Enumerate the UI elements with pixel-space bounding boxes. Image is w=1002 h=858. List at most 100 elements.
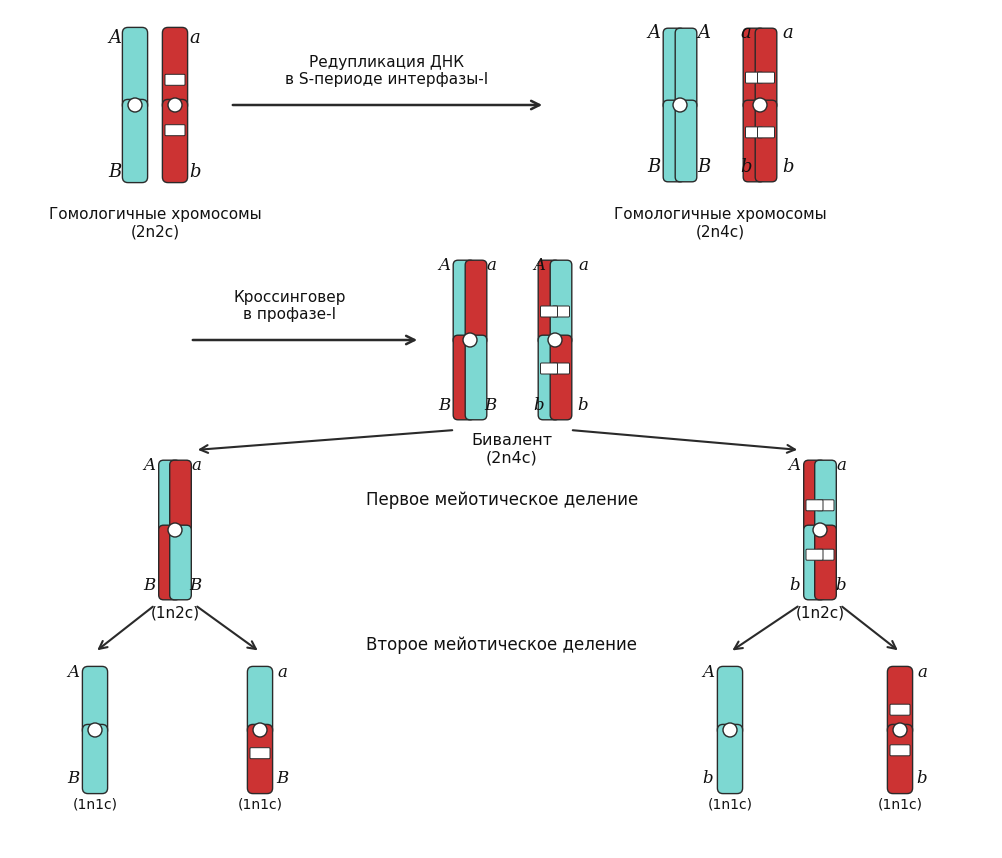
Text: A: A	[438, 257, 450, 274]
FancyBboxPatch shape	[249, 747, 270, 758]
Text: (1n2c): (1n2c)	[150, 605, 199, 620]
FancyBboxPatch shape	[82, 724, 107, 794]
FancyBboxPatch shape	[465, 335, 486, 420]
FancyBboxPatch shape	[162, 27, 187, 111]
FancyBboxPatch shape	[674, 100, 696, 182]
Text: b: b	[533, 397, 544, 414]
FancyBboxPatch shape	[817, 500, 834, 511]
FancyBboxPatch shape	[550, 260, 571, 345]
FancyBboxPatch shape	[817, 549, 834, 560]
FancyBboxPatch shape	[742, 28, 765, 110]
Text: b: b	[835, 577, 845, 594]
FancyBboxPatch shape	[744, 127, 762, 138]
FancyBboxPatch shape	[757, 72, 774, 83]
FancyBboxPatch shape	[540, 306, 557, 317]
Text: b: b	[702, 770, 712, 787]
Circle shape	[672, 98, 686, 112]
Circle shape	[813, 523, 827, 537]
FancyBboxPatch shape	[889, 704, 909, 716]
FancyBboxPatch shape	[165, 124, 184, 136]
Text: B: B	[646, 158, 660, 176]
FancyBboxPatch shape	[814, 460, 836, 535]
FancyBboxPatch shape	[165, 75, 184, 85]
Text: a: a	[782, 24, 793, 42]
Text: (1n1c): (1n1c)	[72, 797, 117, 811]
Text: B: B	[67, 770, 79, 787]
Text: A: A	[67, 664, 79, 681]
Circle shape	[88, 723, 102, 737]
FancyBboxPatch shape	[674, 28, 696, 110]
FancyBboxPatch shape	[716, 724, 741, 794]
Text: b: b	[739, 158, 752, 176]
Text: a: a	[191, 457, 201, 474]
FancyBboxPatch shape	[169, 460, 191, 535]
Circle shape	[892, 723, 906, 737]
FancyBboxPatch shape	[806, 500, 823, 511]
FancyBboxPatch shape	[538, 260, 559, 345]
FancyBboxPatch shape	[889, 745, 909, 756]
FancyBboxPatch shape	[742, 100, 765, 182]
FancyBboxPatch shape	[82, 667, 107, 735]
FancyBboxPatch shape	[169, 525, 191, 600]
Text: Гомологичные хромосомы
(2n2c): Гомологичные хромосомы (2n2c)	[49, 207, 262, 239]
Text: a: a	[189, 29, 200, 47]
FancyBboxPatch shape	[716, 667, 741, 735]
Text: A: A	[143, 457, 155, 474]
Text: Второе мейотическое деление: Второе мейотическое деление	[366, 636, 637, 654]
FancyBboxPatch shape	[814, 525, 836, 600]
Text: b: b	[789, 577, 799, 594]
FancyBboxPatch shape	[453, 260, 474, 345]
Text: B: B	[276, 770, 288, 787]
Text: a: a	[836, 457, 846, 474]
Text: a: a	[486, 257, 495, 274]
Circle shape	[253, 723, 267, 737]
FancyBboxPatch shape	[247, 667, 273, 735]
FancyBboxPatch shape	[122, 100, 147, 183]
Text: A: A	[108, 29, 121, 47]
Text: Бивалент
(2n4c): Бивалент (2n4c)	[471, 433, 552, 465]
FancyBboxPatch shape	[755, 100, 776, 182]
Circle shape	[167, 523, 181, 537]
Circle shape	[128, 98, 142, 112]
Text: Первое мейотическое деление: Первое мейотическое деление	[366, 491, 637, 509]
FancyBboxPatch shape	[803, 460, 825, 535]
Text: B: B	[696, 158, 709, 176]
Text: (1n1c): (1n1c)	[706, 797, 752, 811]
Circle shape	[753, 98, 767, 112]
FancyBboxPatch shape	[550, 335, 571, 420]
FancyBboxPatch shape	[887, 667, 912, 735]
Text: b: b	[916, 770, 927, 787]
FancyBboxPatch shape	[552, 306, 569, 317]
Text: B: B	[189, 577, 201, 594]
Text: Кроссинговер
в профазе-I: Кроссинговер в профазе-I	[233, 290, 346, 322]
Text: a: a	[277, 664, 287, 681]
Text: Гомологичные хромосомы
(2n4c): Гомологичные хромосомы (2n4c)	[613, 207, 826, 239]
Text: a: a	[577, 257, 587, 274]
Text: A: A	[696, 24, 709, 42]
FancyBboxPatch shape	[453, 335, 474, 420]
Text: B: B	[143, 577, 155, 594]
Text: a: a	[916, 664, 926, 681]
Text: b: b	[577, 397, 588, 414]
Text: b: b	[189, 163, 200, 181]
FancyBboxPatch shape	[162, 100, 187, 183]
Text: A: A	[788, 457, 800, 474]
FancyBboxPatch shape	[247, 724, 273, 794]
Text: a: a	[739, 24, 750, 42]
FancyBboxPatch shape	[540, 363, 557, 374]
FancyBboxPatch shape	[662, 100, 684, 182]
FancyBboxPatch shape	[158, 460, 180, 535]
Text: (1n1c): (1n1c)	[237, 797, 283, 811]
FancyBboxPatch shape	[662, 28, 684, 110]
Text: Редупликация ДНК
в S-периоде интерфазы-I: Редупликация ДНК в S-периоде интерфазы-I	[286, 55, 488, 87]
FancyBboxPatch shape	[158, 525, 180, 600]
Text: (1n2c): (1n2c)	[795, 605, 844, 620]
Text: A: A	[647, 24, 660, 42]
Text: b: b	[782, 158, 793, 176]
FancyBboxPatch shape	[803, 525, 825, 600]
Circle shape	[547, 333, 561, 347]
FancyBboxPatch shape	[887, 724, 912, 794]
Text: A: A	[701, 664, 713, 681]
FancyBboxPatch shape	[538, 335, 559, 420]
FancyBboxPatch shape	[806, 549, 823, 560]
